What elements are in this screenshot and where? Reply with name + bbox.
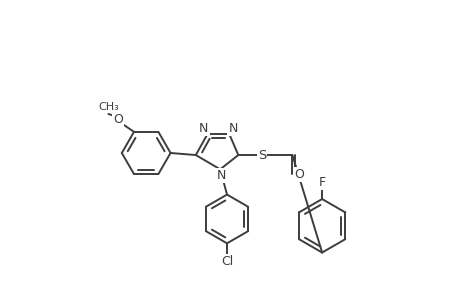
Text: N: N [228,122,237,135]
Text: Cl: Cl [220,255,233,268]
Text: N: N [199,122,208,135]
Text: N: N [216,169,225,182]
Text: CH₃: CH₃ [98,103,118,112]
Text: F: F [318,176,325,189]
Text: O: O [293,168,303,181]
Text: S: S [257,148,266,162]
Text: O: O [113,113,123,127]
